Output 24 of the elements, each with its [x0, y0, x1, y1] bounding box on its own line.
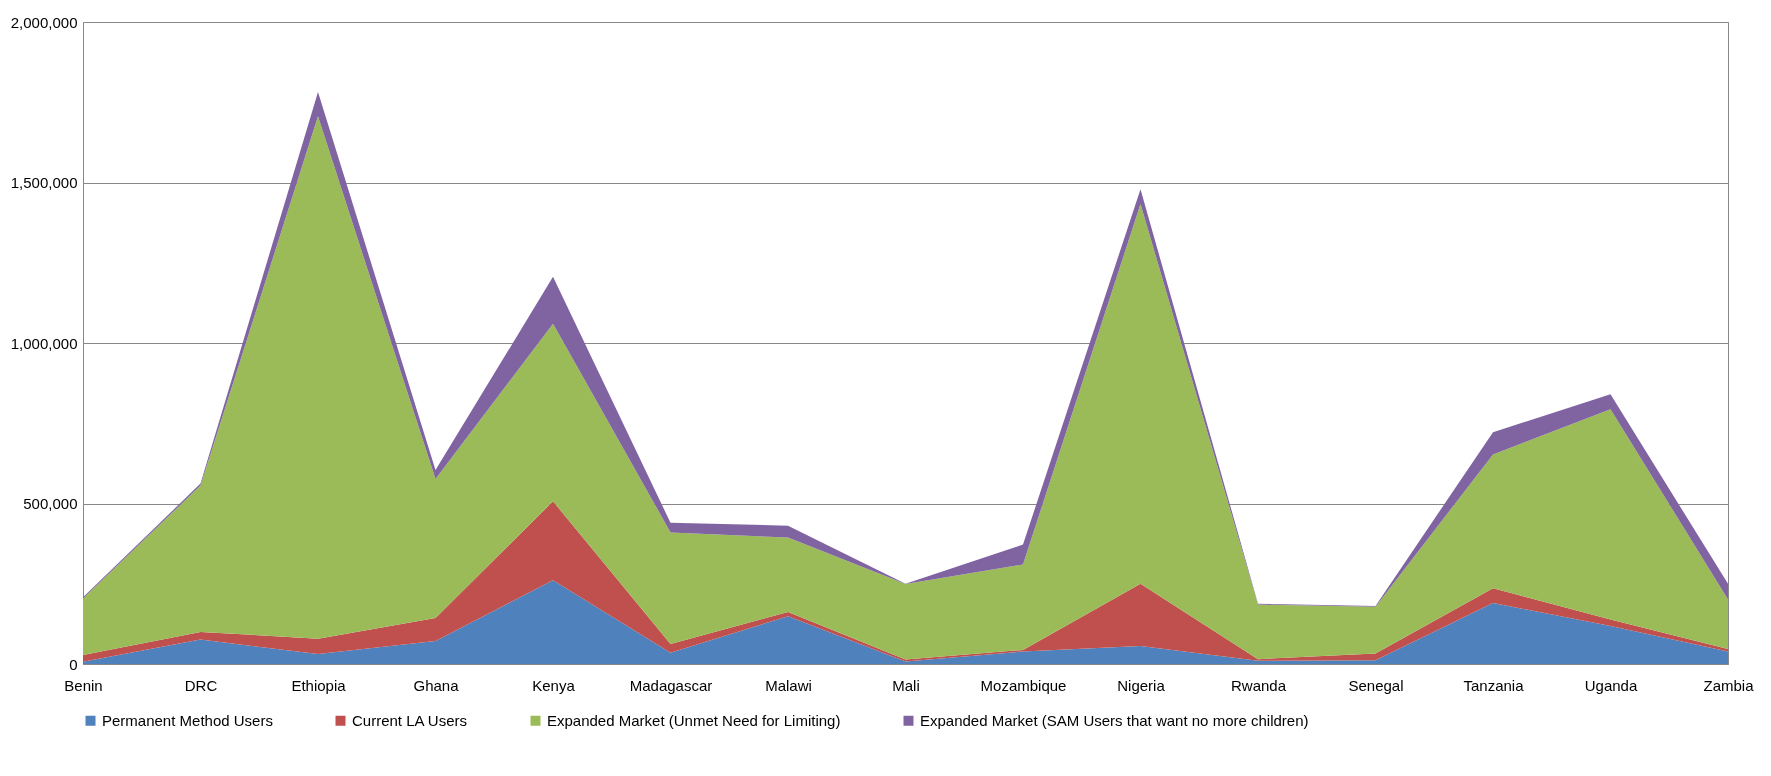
legend-label: Expanded Market (SAM Users that want no more children) [920, 711, 1309, 729]
x-tick-label: Senegal [1348, 676, 1404, 694]
x-tick-label: Nigeria [1117, 676, 1166, 694]
legend-label: Permanent Method Users [102, 711, 273, 729]
x-tick-label: Mali [892, 676, 920, 694]
y-tick-label: 2,000,000 [10, 13, 78, 31]
x-tick-label: Benin [64, 676, 103, 694]
y-tick-label: 0 [69, 655, 78, 673]
x-tick-label: DRC [184, 676, 218, 694]
legend-label: Current LA Users [352, 711, 468, 729]
y-tick-label: 1,500,000 [10, 174, 78, 191]
x-tick-label: Malawi [765, 676, 812, 694]
x-tick-label: Madagascar [629, 676, 713, 694]
x-tick-label: Ghana [413, 676, 460, 694]
x-tick-label: Ethiopia [291, 676, 347, 694]
legend-label: Expanded Market (Unmet Need for Limiting) [547, 711, 841, 729]
y-tick-label: 500,000 [23, 495, 78, 512]
x-tick-label: Mozambique [980, 676, 1067, 694]
x-tick-label: Uganda [1584, 676, 1638, 694]
y-tick-label: 1,000,000 [10, 334, 78, 352]
x-tick-label: Tanzania [1463, 676, 1525, 694]
x-tick-label: Rwanda [1230, 676, 1287, 694]
x-tick-label: Kenya [532, 676, 576, 694]
x-tick-label: Zambia [1703, 676, 1755, 694]
